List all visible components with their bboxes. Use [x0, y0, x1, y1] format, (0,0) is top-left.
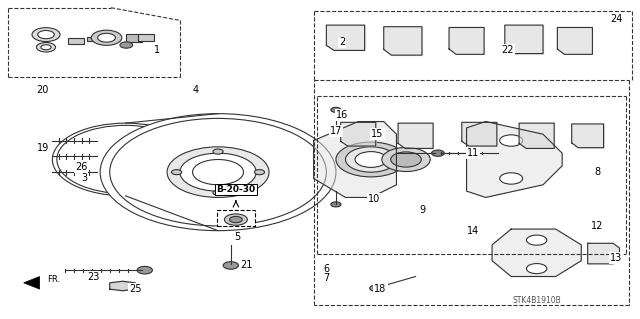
Circle shape	[109, 118, 326, 226]
Text: STK4B1910B: STK4B1910B	[512, 296, 561, 305]
Circle shape	[213, 190, 223, 195]
Circle shape	[137, 266, 152, 274]
Bar	[138, 34, 154, 41]
Polygon shape	[557, 27, 593, 54]
Text: 22: 22	[502, 45, 514, 56]
Circle shape	[98, 33, 115, 42]
Text: FR.: FR.	[47, 275, 60, 284]
Polygon shape	[398, 123, 433, 148]
Text: 6: 6	[323, 263, 330, 274]
Circle shape	[527, 263, 547, 274]
Circle shape	[120, 42, 132, 48]
Circle shape	[172, 170, 182, 175]
Circle shape	[134, 179, 147, 186]
Text: 15: 15	[371, 129, 383, 139]
Circle shape	[346, 147, 396, 172]
Circle shape	[109, 152, 141, 167]
Text: 26: 26	[75, 162, 87, 172]
Text: 10: 10	[368, 194, 380, 204]
Text: 8: 8	[594, 167, 600, 177]
Circle shape	[134, 133, 147, 140]
Text: 17: 17	[330, 126, 342, 136]
Polygon shape	[467, 122, 562, 197]
Polygon shape	[519, 123, 554, 148]
Circle shape	[500, 135, 523, 146]
Circle shape	[168, 156, 180, 163]
Circle shape	[167, 147, 269, 197]
Circle shape	[32, 28, 60, 41]
Circle shape	[331, 202, 341, 207]
Circle shape	[57, 125, 195, 194]
Text: 16: 16	[336, 110, 348, 120]
Text: 4: 4	[193, 85, 199, 95]
Circle shape	[38, 31, 54, 39]
Circle shape	[431, 150, 444, 156]
Polygon shape	[24, 277, 40, 289]
Polygon shape	[462, 122, 497, 146]
Circle shape	[527, 235, 547, 245]
Circle shape	[52, 123, 199, 196]
Polygon shape	[449, 27, 484, 54]
Circle shape	[65, 130, 186, 189]
Text: 24: 24	[610, 14, 623, 24]
Circle shape	[213, 149, 223, 154]
Circle shape	[100, 147, 151, 172]
Text: 19: 19	[36, 144, 49, 153]
Text: 21: 21	[241, 260, 253, 271]
Text: 23: 23	[88, 271, 100, 281]
Text: 14: 14	[467, 226, 479, 236]
Text: 2: 2	[339, 38, 346, 48]
Circle shape	[36, 42, 56, 52]
Circle shape	[223, 262, 239, 269]
Circle shape	[230, 216, 243, 223]
Bar	[126, 34, 142, 42]
Circle shape	[180, 153, 256, 191]
Circle shape	[370, 285, 383, 291]
Circle shape	[80, 142, 93, 149]
Circle shape	[336, 142, 406, 177]
Text: 13: 13	[610, 253, 623, 263]
Circle shape	[100, 114, 336, 231]
Polygon shape	[588, 243, 620, 264]
Bar	[88, 37, 100, 41]
Polygon shape	[384, 27, 422, 55]
Text: 11: 11	[467, 148, 479, 158]
Circle shape	[500, 173, 523, 184]
Circle shape	[382, 147, 430, 172]
Polygon shape	[340, 122, 376, 146]
Circle shape	[80, 170, 93, 177]
Text: B-20-30: B-20-30	[216, 185, 255, 194]
Polygon shape	[314, 122, 396, 197]
Text: 12: 12	[591, 221, 604, 231]
Circle shape	[355, 152, 387, 167]
Circle shape	[84, 139, 167, 180]
Circle shape	[391, 152, 421, 167]
Circle shape	[41, 45, 51, 50]
Text: 20: 20	[36, 85, 49, 95]
Text: 18: 18	[374, 284, 387, 294]
Text: 1: 1	[154, 45, 161, 56]
Circle shape	[331, 107, 341, 112]
Text: 7: 7	[323, 273, 330, 283]
Bar	[217, 210, 255, 226]
Polygon shape	[326, 25, 365, 50]
Polygon shape	[572, 124, 604, 148]
Polygon shape	[109, 281, 135, 291]
Polygon shape	[505, 25, 543, 54]
Text: 3: 3	[81, 174, 87, 183]
Circle shape	[225, 214, 247, 225]
Text: 5: 5	[234, 232, 240, 242]
Bar	[68, 38, 84, 44]
Text: 9: 9	[419, 205, 425, 215]
Polygon shape	[492, 229, 581, 277]
Text: 25: 25	[129, 284, 141, 294]
Circle shape	[254, 170, 264, 175]
Circle shape	[92, 30, 122, 45]
Circle shape	[193, 160, 244, 185]
